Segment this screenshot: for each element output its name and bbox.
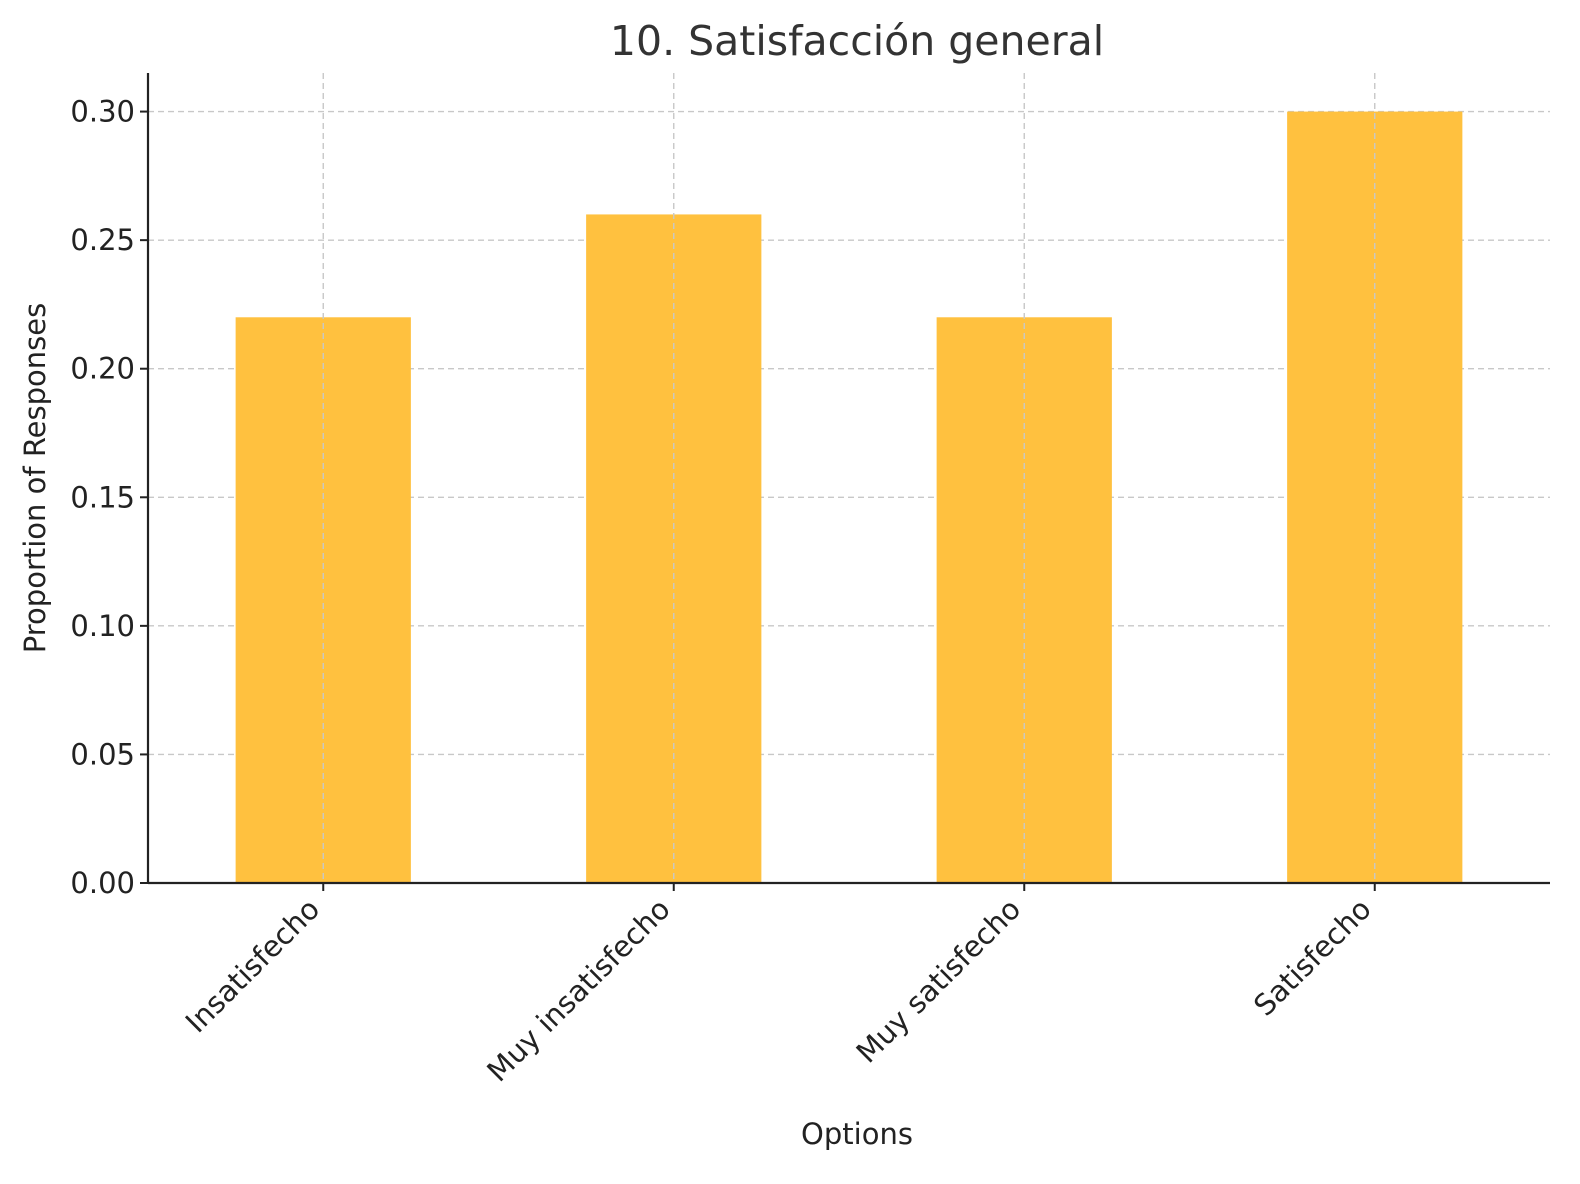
x-tick-label: Muy insatisfecho	[480, 892, 676, 1088]
y-tick-label: 0.20	[70, 352, 135, 386]
axes	[146, 73, 1550, 885]
y-tick-label: 0.05	[70, 737, 135, 771]
y-tick-label: 0.15	[70, 480, 135, 514]
y-tick-label: 0.25	[70, 223, 135, 257]
x-tick-label: Insatisfecho	[179, 892, 326, 1039]
y-tick-label: 0.30	[70, 95, 135, 129]
x-tick-label: Satisfecho	[1247, 892, 1378, 1023]
bars	[235, 111, 1463, 884]
y-tick-label: 0.10	[70, 609, 135, 643]
vertical-grid-lines	[322, 73, 1376, 883]
x-axis-label: Options	[801, 1117, 913, 1151]
y-axis-label: Proportion of Responses	[18, 303, 52, 653]
chart-title: 10. Satisfacción general	[610, 17, 1104, 65]
x-axis-ticks: Insatisfecho Muy insatisfecho Muy satisfec…	[179, 883, 1378, 1088]
y-axis-ticks: 0.00 0.05 0.10 0.15 0.20 0.25 0.30	[70, 95, 148, 900]
x-tick-label: Muy satisfecho	[849, 892, 1027, 1070]
y-tick-label: 0.00	[70, 866, 135, 900]
